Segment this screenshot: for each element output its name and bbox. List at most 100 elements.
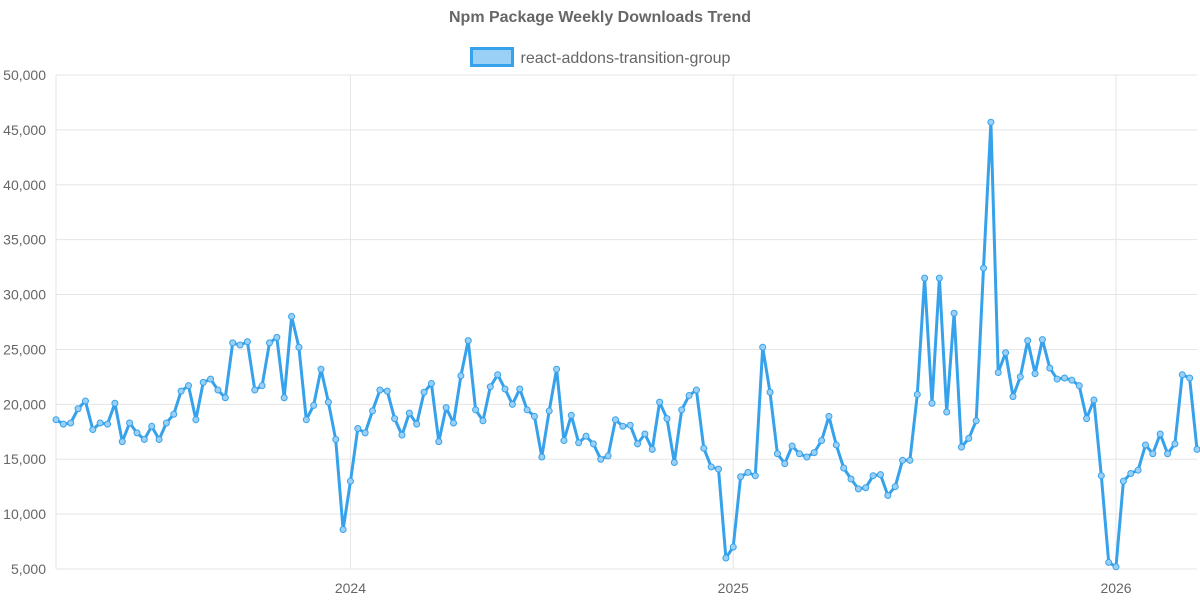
data-point [1156,430,1164,438]
x-tick-label: 2024 [335,580,366,596]
data-point [567,411,575,419]
y-tick-label: 20,000 [3,396,46,412]
legend-label[interactable]: react-addons-transition-group [520,50,731,67]
data-point [560,437,568,445]
data-point [634,440,642,448]
series-line [54,120,1199,569]
data-point [1171,440,1179,448]
data-point [729,543,737,551]
data-point [604,452,612,460]
data-point [177,387,185,395]
data-point [1060,374,1068,382]
y-axis: 5,000 10,000 15,000 20,000 25,000 30,000 35,00… [3,67,46,577]
data-point [950,309,958,317]
data-point [265,339,273,347]
data-point [980,264,988,272]
data-point [258,382,266,390]
data-point [545,407,553,415]
data-point [1112,563,1120,571]
data-point [280,394,288,402]
data-point [818,437,826,445]
data-point [840,464,848,472]
data-point [943,408,951,416]
data-point [126,419,134,427]
data-point [1090,396,1098,404]
data-point [700,444,708,452]
data-point [450,419,458,427]
data-point [1038,336,1046,344]
data-point [972,417,980,425]
x-tick-label: 2025 [718,580,749,596]
data-point [1075,382,1083,390]
data-point [508,400,516,408]
data-point [1186,374,1194,382]
data-point [1009,393,1017,401]
y-tick-label: 45,000 [3,122,46,138]
data-point [781,460,789,468]
y-tick-label: 50,000 [3,67,46,83]
data-point [928,399,936,407]
data-point [273,333,281,341]
data-point [317,365,325,373]
data-point [1193,445,1200,453]
data-point [96,419,104,427]
data-point [405,409,413,417]
y-tick-label: 35,000 [3,232,46,248]
data-point [987,118,995,126]
data-point [391,415,399,423]
data-point [1068,376,1076,384]
data-point [221,394,229,402]
data-point [427,379,435,387]
data-point [457,372,465,380]
data-point [118,438,126,446]
data-point [464,337,472,345]
data-point [162,419,170,427]
data-point [398,431,406,439]
data-point [89,426,97,434]
data-point [1002,349,1010,357]
data-point [589,440,597,448]
data-point [523,406,531,414]
data-point [810,449,818,457]
legend[interactable]: react-addons-transition-group [0,47,1200,68]
data-point [1016,373,1024,381]
data-point [185,382,193,390]
data-point [773,450,781,458]
data-point [795,450,803,458]
data-point [957,443,965,451]
data-point [1134,466,1142,474]
data-point [413,420,421,428]
y-tick-label: 40,000 [3,177,46,193]
data-point [295,343,303,351]
data-point [383,387,391,395]
data-point [81,397,89,405]
data-point [1178,371,1186,379]
data-point [1127,469,1135,477]
data-point [685,392,693,400]
legend-swatch[interactable] [469,47,514,67]
data-point [869,472,877,480]
data-point [472,406,480,414]
data-point [626,421,634,429]
data-point [494,371,502,379]
data-point [1031,370,1039,378]
data-point [148,422,156,430]
data-point [582,432,590,440]
y-tick-label: 15,000 [3,451,46,467]
data-point [140,435,148,443]
y-tick-label: 5,000 [11,561,46,577]
grid-lines [55,74,1197,570]
data-point [67,419,75,427]
data-point [847,475,855,483]
data-point [1164,450,1172,458]
data-point [420,388,428,396]
data-point [575,439,583,447]
x-tick-label: 2026 [1100,580,1131,596]
data-point [648,445,656,453]
data-point [766,388,774,396]
data-point [744,468,752,476]
data-point [891,483,899,491]
data-point [825,412,833,420]
data-point [243,338,251,346]
